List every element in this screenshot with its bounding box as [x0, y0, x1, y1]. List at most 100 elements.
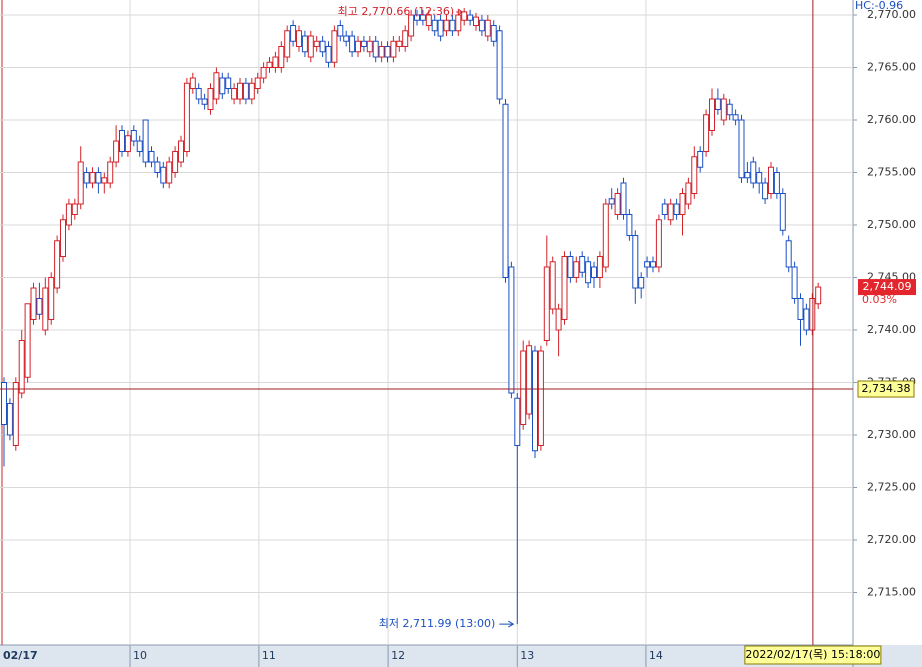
candle-body — [679, 193, 686, 216]
candle-body — [773, 172, 780, 195]
candle-body — [60, 219, 67, 258]
candle-body — [732, 114, 739, 121]
candle-body — [355, 40, 362, 53]
candle-body — [443, 19, 450, 32]
candle-body — [803, 308, 810, 331]
candle-body — [195, 88, 202, 100]
candle-body — [225, 77, 232, 90]
candle-body — [319, 40, 326, 53]
x-tick-label: 11 — [262, 649, 276, 662]
candle-body — [697, 151, 704, 168]
candle-body — [756, 172, 763, 184]
candle-body — [531, 350, 538, 452]
candle-body — [248, 82, 255, 100]
candle-body — [543, 266, 550, 342]
candle-body — [160, 166, 167, 184]
candle-body — [673, 203, 680, 216]
candle-body — [484, 19, 491, 37]
candle-body — [691, 156, 698, 195]
candle-body — [301, 35, 308, 53]
candle-body — [189, 77, 196, 90]
date-label: 02/17 — [3, 649, 38, 662]
candle-body — [502, 103, 509, 279]
candle-body — [537, 350, 544, 447]
candle-body — [372, 40, 379, 58]
candle-body — [779, 193, 786, 231]
candle-body — [325, 46, 332, 63]
candle-body — [201, 98, 208, 105]
candle-body — [331, 30, 338, 63]
candle-body — [378, 46, 385, 58]
candle-body — [632, 235, 639, 289]
candle-body — [54, 240, 61, 289]
candle-body — [815, 286, 822, 305]
low-annotation: 최저 2,711.99 (13:00) — [379, 617, 496, 630]
candle-body — [384, 46, 391, 58]
candle-body — [36, 298, 43, 315]
candle-body — [785, 240, 792, 268]
candle-body — [278, 46, 285, 69]
candle-body — [425, 14, 432, 27]
candle-body — [549, 261, 556, 310]
candle-body — [272, 56, 279, 69]
candle-body — [526, 345, 533, 415]
candle-body — [467, 14, 474, 21]
candle-body — [71, 203, 78, 216]
candle-body — [148, 151, 155, 163]
candle-body — [124, 135, 131, 153]
candle-body — [266, 61, 273, 69]
candle-body — [360, 40, 367, 48]
candle-body — [720, 98, 727, 121]
candle-body — [596, 256, 603, 279]
candle-body — [396, 40, 403, 48]
candle-body — [649, 261, 656, 268]
candle-body — [6, 403, 13, 436]
high-annotation: 최고 2,770.66 (12:36) — [338, 5, 455, 18]
crosshair-x-box — [744, 645, 882, 665]
candle-body — [750, 161, 757, 184]
candle-body — [290, 25, 297, 42]
candle-body — [797, 298, 804, 321]
low-arrow — [499, 620, 515, 628]
candle-body — [561, 256, 568, 321]
y-tick-label: 2,765.00 — [867, 61, 916, 74]
candle-body — [602, 203, 609, 268]
candle-body — [744, 172, 751, 179]
last-price-label: 2,744.09 — [863, 280, 912, 293]
candle-body — [183, 82, 190, 153]
candle-body — [349, 35, 356, 53]
candle-body — [638, 277, 645, 289]
candle-body — [337, 25, 344, 37]
y-tick-label: 2,730.00 — [867, 428, 916, 441]
candle-body — [437, 19, 444, 37]
candle-body — [620, 182, 627, 216]
candle-body — [585, 261, 592, 284]
x-axis-strip — [0, 645, 922, 667]
high-arrow — [456, 8, 464, 16]
candle-body — [419, 14, 426, 21]
candle-body — [313, 40, 320, 48]
x-tick-label: 14 — [649, 649, 663, 662]
y-tick-label: 2,715.00 — [867, 586, 916, 599]
candle-body — [390, 40, 397, 58]
candle-body — [455, 14, 462, 32]
candle-body — [101, 177, 108, 184]
y-tick-label: 2,740.00 — [867, 323, 916, 336]
candle-body — [30, 287, 37, 321]
candle-body — [708, 98, 715, 132]
y-tick-label: 2,770.00 — [867, 8, 916, 21]
candle-body — [762, 182, 769, 200]
candle-body — [738, 119, 745, 179]
candle-body — [791, 266, 798, 300]
candle-body — [590, 266, 597, 279]
candle-body — [107, 161, 114, 184]
candle-body — [254, 77, 261, 90]
candle-body — [626, 214, 633, 237]
candle-body — [24, 303, 31, 378]
candle-body — [573, 261, 580, 279]
candle-body — [142, 119, 149, 163]
candle-body — [809, 298, 816, 331]
candle-body — [508, 266, 515, 394]
